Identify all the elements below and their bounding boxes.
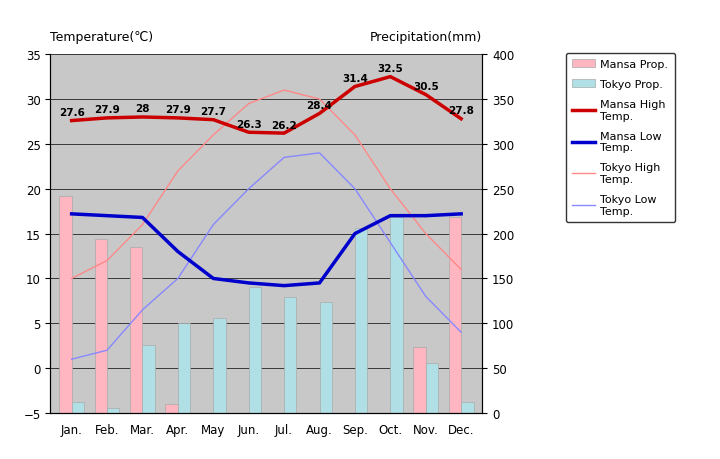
Bar — [166, 404, 178, 413]
Text: 27.9: 27.9 — [94, 105, 120, 115]
Bar — [72, 403, 84, 413]
Bar — [320, 302, 332, 413]
Bar — [143, 345, 155, 413]
Text: 27.6: 27.6 — [59, 108, 84, 118]
Bar — [426, 363, 438, 413]
Bar — [213, 318, 225, 413]
Bar — [178, 324, 190, 413]
Text: 26.2: 26.2 — [271, 120, 297, 130]
Text: 32.5: 32.5 — [377, 64, 403, 74]
Bar — [59, 196, 72, 413]
Text: 28.4: 28.4 — [307, 101, 333, 111]
Text: Temperature(℃): Temperature(℃) — [50, 31, 153, 44]
Bar — [390, 218, 402, 413]
Text: 27.8: 27.8 — [449, 106, 474, 116]
Text: 27.9: 27.9 — [165, 105, 191, 115]
Text: 31.4: 31.4 — [342, 74, 368, 84]
Text: Precipitation(mm): Precipitation(mm) — [370, 31, 482, 44]
Bar — [413, 347, 426, 413]
Bar — [107, 408, 120, 413]
Bar — [94, 240, 107, 413]
Bar — [461, 403, 474, 413]
Text: 30.5: 30.5 — [413, 82, 438, 92]
Text: 26.3: 26.3 — [236, 119, 261, 129]
Text: 27.7: 27.7 — [200, 107, 226, 117]
Bar — [284, 297, 297, 413]
Bar — [449, 218, 461, 413]
Bar — [248, 287, 261, 413]
Bar — [355, 229, 367, 413]
Legend: Mansa Prop., Tokyo Prop., Mansa High
Temp., Mansa Low
Temp., Tokyo High
Temp., T: Mansa Prop., Tokyo Prop., Mansa High Tem… — [566, 53, 675, 223]
Bar — [130, 247, 143, 413]
Text: 28: 28 — [135, 104, 150, 114]
